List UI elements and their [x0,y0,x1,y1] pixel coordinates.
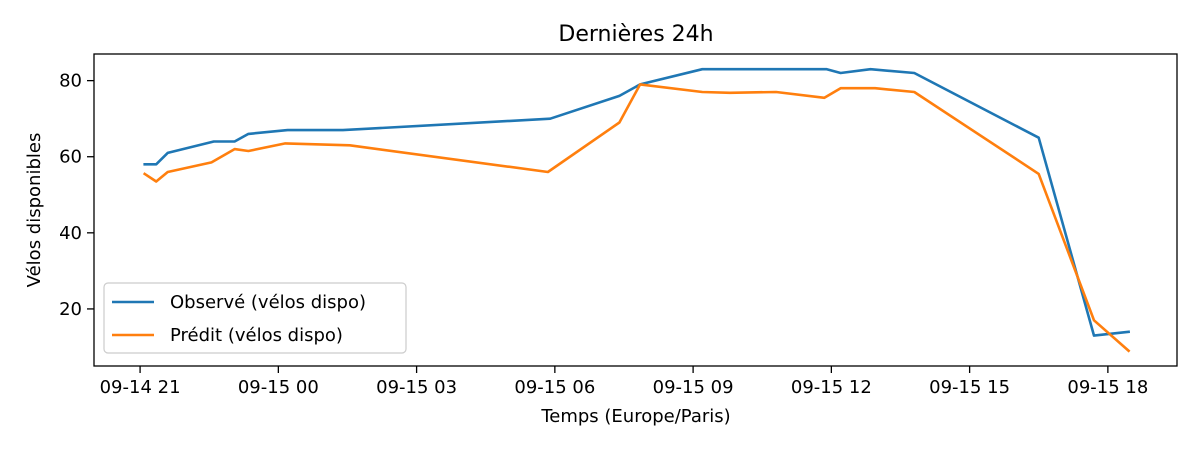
x-axis-label: Temps (Europe/Paris) [540,406,730,427]
x-tick-label: 09-15 15 [929,377,1010,398]
x-tick-label: 09-15 09 [653,377,734,398]
x-tick-label: 09-15 03 [376,377,457,398]
legend: Observé (vélos dispo) Prédit (vélos dispo… [103,282,407,354]
x-tick-label: 09-15 18 [1067,377,1148,398]
y-tick-label: 60 [59,147,82,168]
series-line-observe [143,67,1131,337]
x-tick-label: 09-15 12 [791,377,872,398]
axes: 09-14 21 09-15 00 09-15 03 09-15 06 09-15 09… [59,53,1178,398]
series-line-predit [142,83,1131,353]
x-tick-label: 09-14 21 [100,377,181,398]
x-tick-label: 09-15 06 [514,377,595,398]
plot-frame [93,53,1178,367]
chart-title: Dernières 24h [558,22,713,47]
legend-label: Prédit (vélos dispo) [170,325,343,346]
legend-box [103,282,407,354]
legend-label: Observé (vélos dispo) [170,292,366,313]
y-tick-label: 80 [59,71,82,92]
y-tick-label: 40 [59,223,82,244]
y-axis-label: Vélos disponibles [24,133,45,288]
y-tick-label: 20 [59,299,82,320]
plot-area [142,67,1131,353]
x-tick-label: 09-15 00 [238,377,319,398]
